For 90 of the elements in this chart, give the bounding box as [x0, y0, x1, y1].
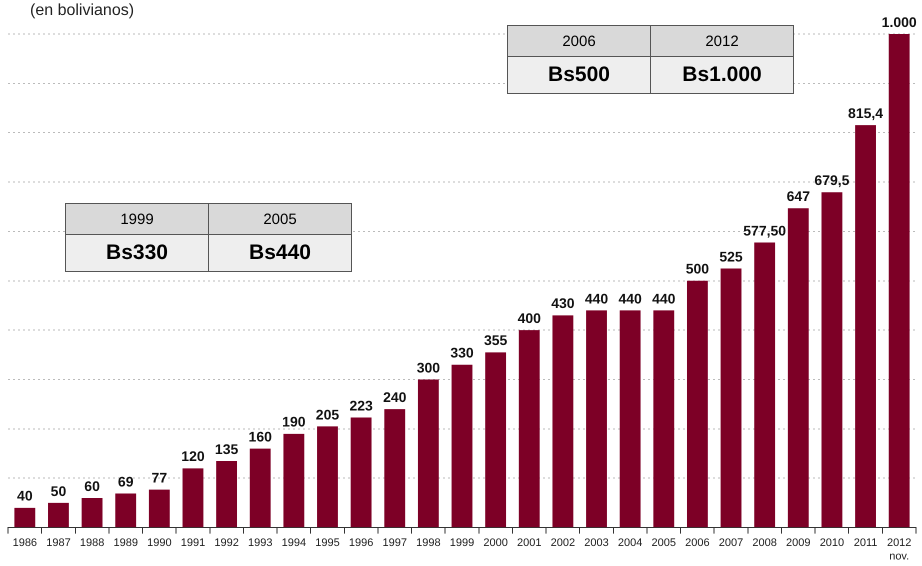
data-label: 69	[118, 473, 134, 490]
data-label: 500	[686, 260, 710, 277]
x-tick-label: 1991	[180, 537, 206, 550]
bar	[283, 434, 304, 528]
x-tick-label: 2003	[584, 537, 609, 550]
bar	[48, 502, 69, 528]
annotation: Bs500	[508, 56, 650, 94]
bar	[552, 315, 574, 528]
bar	[250, 448, 271, 528]
data-label: 1.000	[882, 14, 917, 30]
x-tick-label: 2005	[652, 537, 676, 550]
bar	[855, 125, 876, 528]
x-tick-label: 2004	[618, 537, 642, 550]
data-label: 240	[383, 388, 407, 405]
data-label: 400	[518, 310, 542, 326]
data-label: 355	[484, 332, 508, 348]
x-tick-label: 1997	[382, 537, 407, 550]
bar	[82, 498, 102, 528]
x-tick-label: 2010	[820, 537, 844, 550]
data-label: 135	[214, 440, 238, 457]
annotation: 2006	[508, 26, 650, 56]
bar	[518, 330, 540, 528]
x-tick-label: 2009	[786, 537, 811, 550]
x-tick-label: 1996	[348, 537, 374, 550]
annotation: Bs440	[208, 234, 352, 272]
data-label: 440	[618, 290, 642, 306]
x-tick-label: 2002	[550, 537, 576, 550]
bar	[350, 418, 372, 528]
x-tick-label: 1995	[315, 537, 340, 550]
data-label: 223	[349, 397, 374, 414]
data-label: 160	[248, 428, 272, 444]
bar	[620, 310, 641, 528]
bar	[148, 490, 170, 528]
annotation: 2005	[208, 204, 352, 234]
x-tick-label: 1999	[450, 537, 474, 550]
data-label: 525	[719, 248, 743, 264]
bar	[754, 242, 776, 528]
data-label: 205	[316, 406, 340, 422]
bar	[317, 426, 338, 528]
x-tick-label: 1994	[282, 537, 306, 550]
bar	[822, 192, 842, 528]
data-label: 330	[450, 344, 474, 361]
bar	[418, 380, 439, 528]
x-tick-label: 1993	[248, 537, 272, 550]
bar	[384, 409, 406, 528]
data-label: 440	[652, 290, 676, 306]
annotation: Bs1.000	[650, 56, 794, 94]
bar	[586, 310, 607, 528]
x-tick-label: 2011	[854, 537, 878, 550]
data-label: 815,4	[848, 104, 884, 121]
data-label: 440	[584, 290, 608, 306]
bar	[653, 310, 674, 528]
x-tick-label: 1986	[12, 537, 38, 550]
x-tick-label: 1987	[46, 537, 71, 550]
data-label: 679,5	[814, 172, 850, 188]
x-tick-label: 1998	[416, 537, 441, 550]
x-tick-label: 1992	[214, 537, 239, 550]
bar	[14, 508, 36, 528]
data-label: 300	[416, 359, 440, 376]
bar	[216, 460, 238, 528]
bar	[115, 494, 136, 528]
x-tick-label: 2006	[685, 537, 710, 550]
bar	[452, 364, 472, 528]
data-label: 77	[152, 469, 168, 486]
chart-subtitle: (en bolivianos)	[30, 2, 134, 20]
bar	[182, 468, 204, 528]
bar	[686, 280, 708, 528]
annotation: 2012	[650, 26, 794, 56]
data-label: 60	[84, 478, 100, 494]
annotation: Bs330	[66, 234, 208, 272]
x-tick-label: 1988	[80, 537, 104, 550]
x-tick-label: 1990	[147, 537, 172, 550]
data-label: 647	[786, 188, 810, 204]
data-label: 50	[50, 482, 66, 499]
x-tick-label: 2001	[517, 537, 542, 550]
x-tick-label: 2007	[718, 537, 744, 550]
data-label: 190	[282, 414, 306, 430]
bar	[485, 352, 506, 528]
x-tick-label: 1989	[113, 537, 138, 550]
x-tick-label: 2000	[483, 537, 508, 550]
x-tick-label: 2012 nov.	[886, 537, 912, 562]
data-label: 577,50	[743, 222, 786, 238]
data-label: 430	[551, 295, 575, 312]
bar	[888, 34, 910, 528]
data-label: 40	[17, 488, 33, 504]
bar	[720, 268, 742, 528]
x-tick-label: 2008	[752, 537, 777, 550]
data-label: 120	[181, 448, 205, 464]
bar	[788, 208, 809, 528]
annotation: 1999	[66, 204, 208, 234]
